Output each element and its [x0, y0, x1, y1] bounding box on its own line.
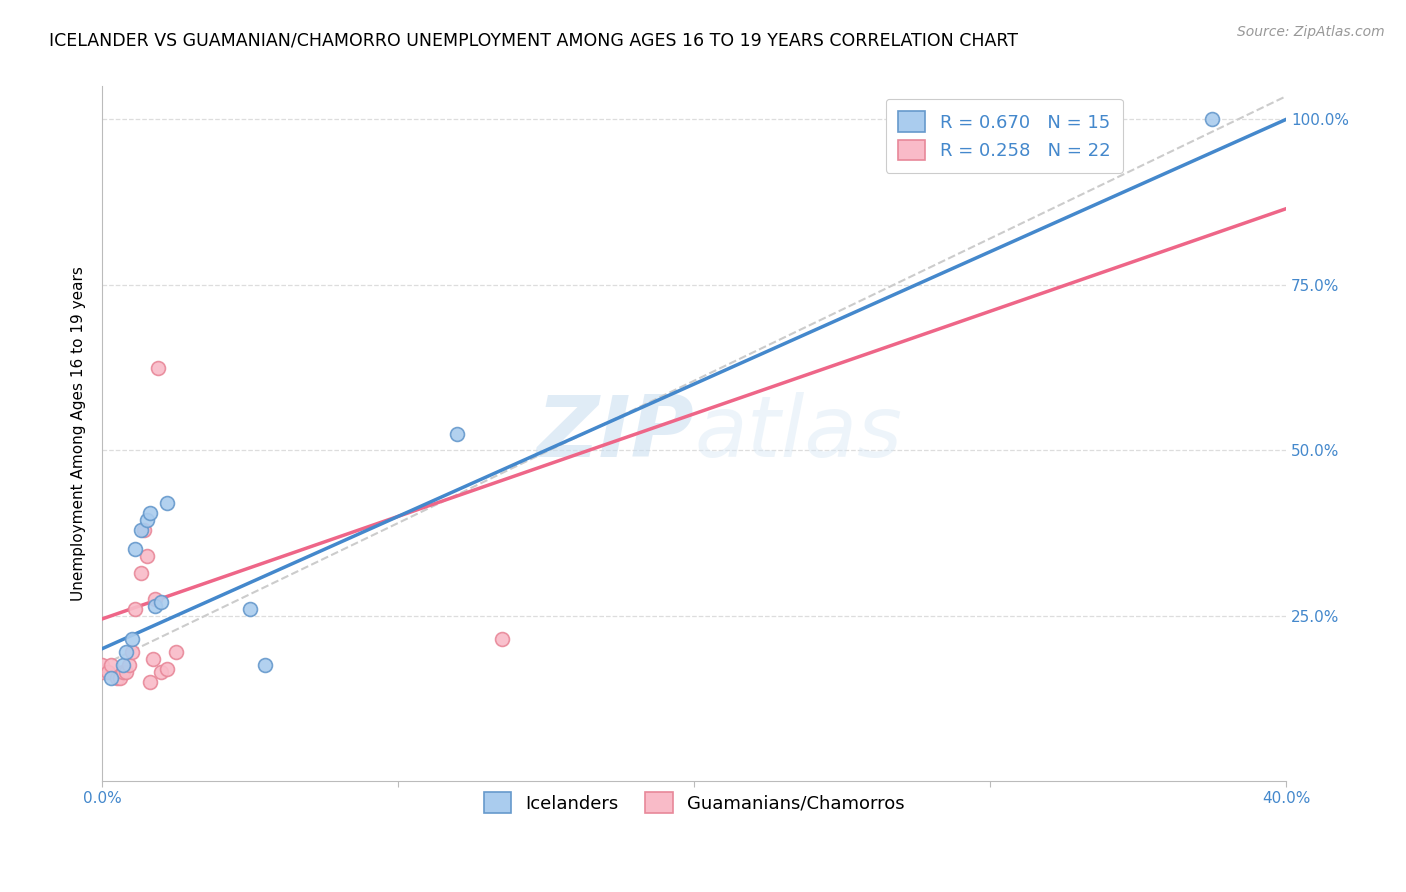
Y-axis label: Unemployment Among Ages 16 to 19 years: Unemployment Among Ages 16 to 19 years — [72, 266, 86, 601]
Point — [108, 672, 131, 686]
Point — [138, 674, 160, 689]
Point — [91, 658, 114, 673]
Point — [118, 658, 141, 673]
Legend: Icelanders, Guamanians/Chamorros: Icelanders, Guamanians/Chamorros — [472, 781, 915, 824]
Point — [100, 658, 122, 673]
Point — [132, 523, 155, 537]
Point — [115, 665, 138, 679]
Point — [253, 658, 276, 673]
Point — [105, 672, 128, 686]
Text: atlas: atlas — [695, 392, 903, 475]
Point — [156, 496, 179, 510]
Point — [1201, 112, 1223, 127]
Point — [129, 523, 152, 537]
Point — [138, 506, 160, 520]
Point — [91, 665, 114, 679]
Point — [115, 645, 138, 659]
Point — [150, 595, 173, 609]
Point — [145, 592, 167, 607]
Point — [446, 426, 468, 441]
Point — [239, 602, 262, 616]
Point — [97, 665, 120, 679]
Point — [150, 665, 173, 679]
Point — [121, 632, 143, 646]
Point — [148, 360, 170, 375]
Point — [145, 599, 167, 613]
Text: ICELANDER VS GUAMANIAN/CHAMORRO UNEMPLOYMENT AMONG AGES 16 TO 19 YEARS CORRELATI: ICELANDER VS GUAMANIAN/CHAMORRO UNEMPLOY… — [49, 31, 1018, 49]
Point — [111, 665, 134, 679]
Text: Source: ZipAtlas.com: Source: ZipAtlas.com — [1237, 25, 1385, 39]
Point — [111, 658, 134, 673]
Point — [124, 542, 146, 557]
Point — [135, 549, 157, 563]
Point — [121, 645, 143, 659]
Point — [165, 645, 187, 659]
Point — [124, 602, 146, 616]
Text: ZIP: ZIP — [537, 392, 695, 475]
Point — [491, 632, 513, 646]
Point — [135, 513, 157, 527]
Point — [129, 566, 152, 580]
Point — [141, 651, 163, 665]
Point — [100, 672, 122, 686]
Point — [156, 661, 179, 675]
